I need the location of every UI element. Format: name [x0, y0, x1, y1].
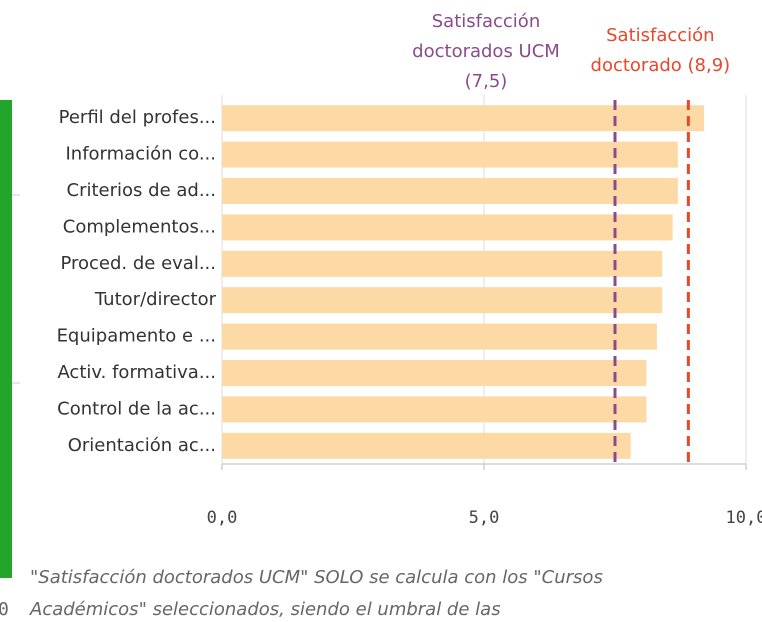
side-bar: [0, 100, 12, 578]
bar: [222, 105, 705, 132]
y-tick-label: Proced. de eval...: [60, 253, 216, 274]
bar: [222, 250, 663, 277]
reference-label: doctorados UCM: [412, 41, 560, 62]
y-tick-label: Activ. formativa...: [57, 362, 216, 383]
reference-label: (7,5): [465, 71, 508, 92]
footnote-line: "Satisfacción doctorados UCM" SOLO se ca…: [30, 567, 603, 588]
y-tick-label: Complementos...: [63, 216, 216, 237]
bar: [222, 323, 657, 350]
side-label: 0: [0, 599, 9, 620]
y-tick-label: Tutor/director: [94, 289, 217, 310]
x-tick-label: 5,0: [469, 508, 500, 528]
bar: [222, 141, 678, 168]
footnote-line: Académicos" seleccionados, siendo el umb…: [29, 599, 501, 620]
reference-label: doctorado (8,9): [591, 55, 731, 76]
reference-label: Satisfacción: [606, 25, 714, 46]
y-tick-label: Perfil del profes...: [59, 107, 216, 128]
bar: [222, 214, 673, 241]
y-tick-label: Criterios de ad...: [67, 180, 216, 201]
bar: [222, 360, 647, 386]
y-tick-label: Equipamento e ...: [57, 326, 216, 347]
reference-label: Satisfacción: [432, 11, 540, 32]
x-tick-label: 10,0: [726, 508, 762, 528]
bar: [222, 432, 631, 459]
y-tick-label: Información co...: [65, 144, 216, 165]
bar: [222, 287, 663, 314]
y-tick-label: Orientación ac...: [68, 435, 216, 456]
bar: [222, 396, 647, 423]
bar: [222, 178, 678, 204]
x-tick-label: 0,0: [207, 508, 238, 528]
y-tick-label: Control de la ac...: [57, 398, 216, 419]
